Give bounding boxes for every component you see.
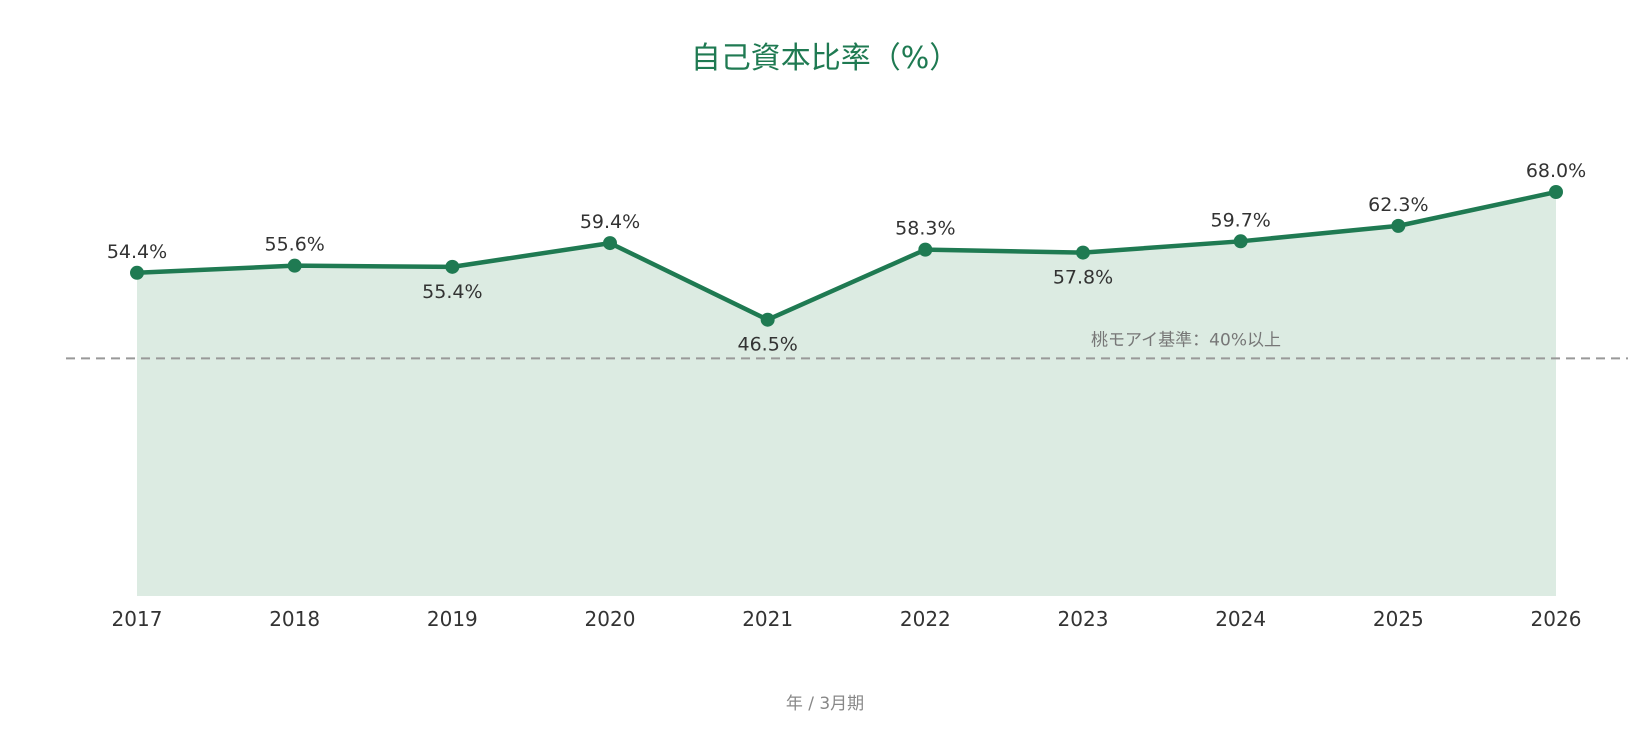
x-tick-label: 2024 [1215, 607, 1266, 631]
data-label: 58.3% [895, 218, 955, 240]
data-label: 59.4% [580, 211, 640, 233]
area-fill [137, 192, 1556, 596]
data-point [760, 312, 775, 327]
chart-title: 自己資本比率（%） [691, 41, 960, 76]
series-line [134, 189, 1559, 322]
data-point [130, 265, 144, 280]
data-label: 54.4% [107, 241, 167, 263]
data-point [445, 259, 460, 274]
data-label: 59.7% [1210, 209, 1270, 231]
data-label: 55.6% [264, 234, 324, 256]
x-tick-label: 2022 [900, 607, 951, 631]
x-tick-label: 2021 [742, 607, 793, 631]
series-line-layer [134, 189, 1559, 322]
x-tick-label: 2025 [1373, 607, 1424, 631]
data-labels-layer: 54.4% 55.6% 55.4% 59.4% 46.5% 58.3% 57.8% 59.7%… [107, 160, 1586, 356]
x-tick-label: 2023 [1058, 607, 1109, 631]
x-tick-label: 2026 [1531, 607, 1582, 631]
data-label: 62.3% [1368, 194, 1428, 216]
x-axis-label: 年 / 3月期 [786, 694, 864, 714]
data-point [287, 258, 302, 273]
data-point [1076, 245, 1090, 260]
area-fill-layer [137, 192, 1556, 596]
x-tick-label: 2020 [585, 607, 636, 631]
data-point [1391, 218, 1406, 233]
data-point [918, 242, 933, 257]
data-point [1233, 234, 1248, 249]
x-tick-label: 2019 [427, 607, 478, 631]
data-label: 68.0% [1526, 160, 1586, 182]
x-tick-label: 2018 [269, 607, 320, 631]
data-points-layer [130, 185, 1563, 327]
data-point [1549, 185, 1563, 199]
x-tick-label: 2017 [112, 607, 163, 631]
data-point [603, 236, 617, 251]
data-label: 55.4% [422, 281, 482, 303]
reference-line-label: 桃モアイ基準：40%以上 [1091, 330, 1281, 350]
data-label: 46.5% [737, 334, 797, 356]
reference-line-layer: 桃モアイ基準：40%以上 [66, 330, 1628, 360]
data-label: 57.8% [1053, 267, 1113, 289]
x-axis-ticks: 2017 2018 2019 2020 2021 2022 2023 2024 2025 2026 [112, 607, 1582, 631]
